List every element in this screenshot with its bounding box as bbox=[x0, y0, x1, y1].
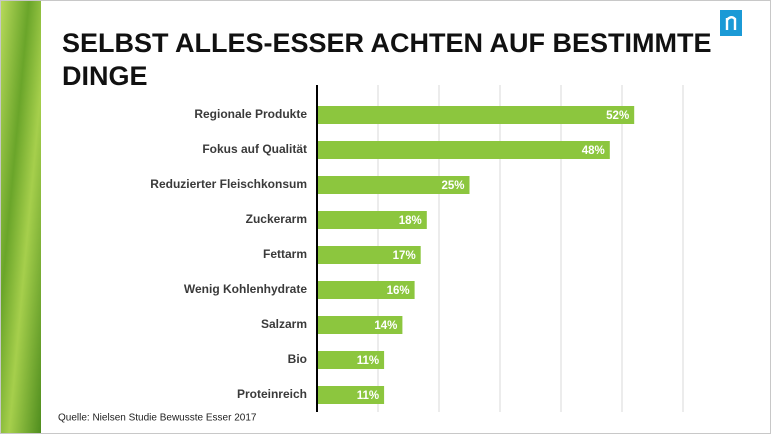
value-label: 52% bbox=[606, 110, 629, 122]
value-label: 18% bbox=[399, 215, 422, 227]
category-label: Regionale Produkte bbox=[194, 107, 307, 121]
category-label: Salzarm bbox=[261, 317, 307, 331]
value-label: 16% bbox=[387, 285, 410, 297]
value-label: 17% bbox=[393, 250, 416, 262]
bar bbox=[317, 316, 403, 334]
value-label: 14% bbox=[374, 320, 397, 332]
category-label: Bio bbox=[288, 352, 307, 366]
source: Quelle: Nielsen Studie Bewusste Esser 20… bbox=[58, 413, 257, 424]
value-label: 11% bbox=[357, 390, 379, 402]
category-label: Wenig Kohlenhydrate bbox=[184, 282, 307, 296]
bar bbox=[317, 106, 635, 124]
category-label: Proteinreich bbox=[237, 387, 307, 401]
category-label: Zuckerarm bbox=[246, 212, 307, 226]
value-label: 11% bbox=[357, 355, 379, 367]
logo bbox=[720, 10, 742, 36]
value-label: 25% bbox=[441, 180, 464, 192]
bar bbox=[317, 211, 427, 229]
bar bbox=[317, 386, 385, 404]
category-label: Reduzierter Fleischkonsum bbox=[150, 177, 307, 191]
category-label: Fokus auf Qualität bbox=[202, 142, 307, 156]
bar bbox=[317, 281, 415, 299]
value-label: 48% bbox=[582, 145, 605, 157]
bar bbox=[317, 351, 385, 369]
decor-strip bbox=[1, 1, 41, 433]
chart-title: SELBST ALLES-ESSER ACHTEN AUF BESTIMMTE D… bbox=[62, 28, 712, 91]
bar bbox=[317, 141, 610, 159]
bar bbox=[317, 176, 470, 194]
bar bbox=[317, 246, 421, 264]
category-label: Fettarm bbox=[263, 247, 307, 261]
